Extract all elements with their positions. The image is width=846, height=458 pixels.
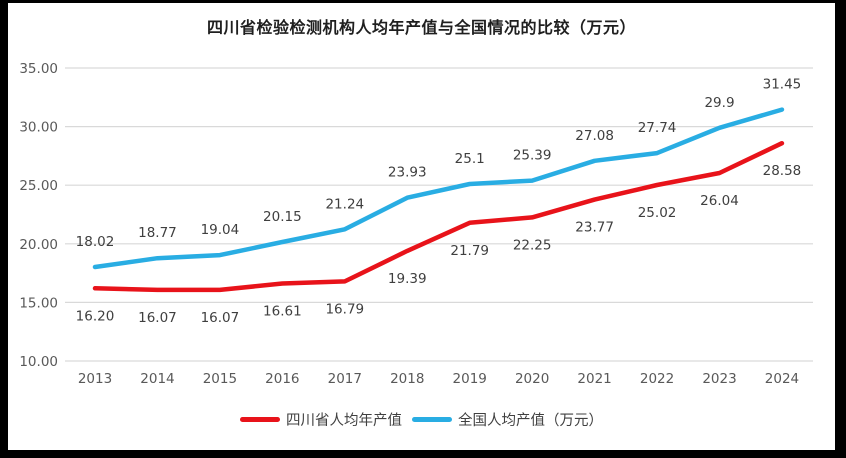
y-tick-label: 30.00 bbox=[19, 120, 58, 136]
x-tick-label: 2024 bbox=[765, 371, 799, 387]
x-tick-label: 2023 bbox=[702, 371, 736, 387]
legend-line-swatch-blue bbox=[412, 417, 452, 422]
legend-label-national: 全国人均产值（万元） bbox=[458, 413, 603, 429]
x-tick-label: 2017 bbox=[328, 371, 362, 387]
chart-legend: 四川省人均年产值 全国人均产值（万元） bbox=[8, 409, 835, 430]
data-label: 20.15 bbox=[263, 209, 302, 225]
x-tick-label: 2016 bbox=[265, 371, 299, 387]
data-label: 21.79 bbox=[450, 243, 489, 259]
x-tick-label: 2022 bbox=[640, 371, 674, 387]
data-label: 29.9 bbox=[704, 95, 734, 111]
data-label: 16.20 bbox=[76, 308, 115, 324]
x-tick-label: 2013 bbox=[78, 371, 112, 387]
data-label: 21.24 bbox=[325, 196, 364, 212]
chart-canvas: 四川省检验检测机构人均年产值与全国情况的比较（万元） 10.00 15.00 20.… bbox=[8, 3, 835, 450]
data-label: 19.04 bbox=[201, 222, 240, 238]
x-tick-label: 2021 bbox=[577, 371, 611, 387]
x-tick-label: 2020 bbox=[515, 371, 549, 387]
data-label: 18.02 bbox=[76, 234, 115, 250]
x-tick-label: 2019 bbox=[453, 371, 487, 387]
y-tick-label: 20.00 bbox=[19, 237, 58, 253]
y-tick-label: 35.00 bbox=[19, 61, 58, 77]
series-line-sichuan bbox=[92, 140, 785, 293]
data-label: 16.07 bbox=[201, 310, 240, 326]
data-label: 31.45 bbox=[763, 77, 802, 93]
x-tick-label: 2014 bbox=[140, 371, 174, 387]
data-label: 23.77 bbox=[575, 220, 614, 236]
series-line-national bbox=[92, 107, 785, 270]
data-label: 23.93 bbox=[388, 165, 427, 181]
x-tick-label: 2018 bbox=[390, 371, 424, 387]
legend-label-sichuan: 四川省人均年产值 bbox=[286, 413, 402, 429]
data-label: 19.39 bbox=[388, 271, 427, 287]
data-label: 16.07 bbox=[138, 310, 177, 326]
y-tick-label: 15.00 bbox=[19, 295, 58, 311]
data-label: 25.1 bbox=[455, 151, 485, 167]
data-label: 26.04 bbox=[700, 193, 739, 209]
data-label: 25.02 bbox=[638, 205, 677, 221]
data-label: 22.25 bbox=[513, 237, 552, 253]
y-tick-label: 25.00 bbox=[19, 178, 58, 194]
data-label: 25.39 bbox=[513, 148, 552, 164]
chart-title: 四川省检验检测机构人均年产值与全国情况的比较（万元） bbox=[206, 18, 636, 37]
y-tick-label: 10.00 bbox=[19, 354, 58, 370]
x-tick-label: 2015 bbox=[203, 371, 237, 387]
legend-item-sichuan: 四川省人均年产值 bbox=[240, 409, 402, 430]
legend-line-swatch-red bbox=[240, 417, 280, 422]
line-chart: 10.00 15.00 20.00 25.00 30.00 35.00 2013 2014 20… bbox=[19, 61, 813, 387]
data-label: 16.79 bbox=[325, 301, 364, 317]
legend-item-national: 全国人均产值（万元） bbox=[412, 409, 603, 430]
data-label: 16.61 bbox=[263, 304, 302, 320]
data-label: 27.08 bbox=[575, 128, 614, 144]
data-label: 28.58 bbox=[763, 163, 802, 179]
data-label: 27.74 bbox=[638, 120, 677, 136]
data-label: 18.77 bbox=[138, 225, 177, 241]
